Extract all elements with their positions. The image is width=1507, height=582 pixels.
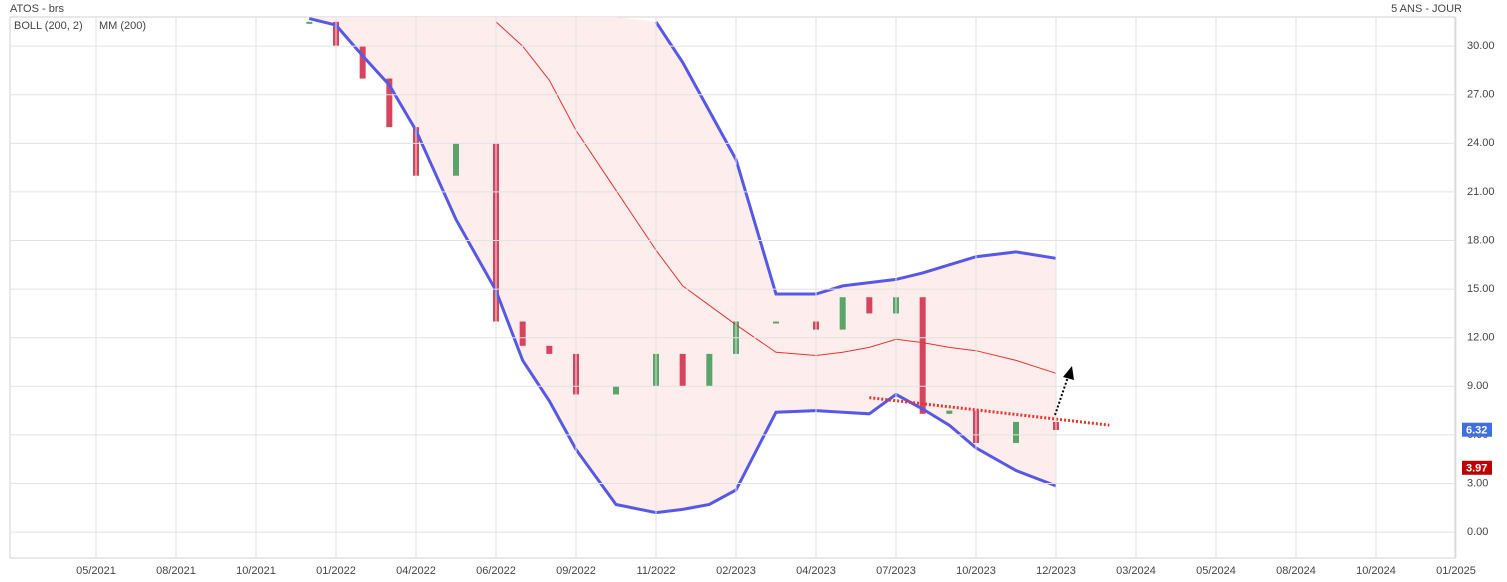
arrow <box>1054 373 1070 416</box>
x-tick-label: 07/2023 <box>876 565 916 577</box>
y-tick-label: 0.00 <box>1467 526 1488 538</box>
price-tag <box>1462 460 1492 475</box>
period-label: 5 ANS - JOUR <box>1391 3 1462 15</box>
candle <box>386 78 393 128</box>
candle <box>839 297 846 330</box>
x-tick-label: 08/2021 <box>156 565 196 577</box>
x-tick-label: 05/2021 <box>76 565 116 577</box>
y-tick-label: 3.00 <box>1467 477 1488 489</box>
y-tick-label: 9.00 <box>1467 380 1488 392</box>
candle <box>866 297 873 314</box>
x-tick-label: 12/2023 <box>1036 565 1076 577</box>
x-tick-label: 02/2023 <box>716 565 756 577</box>
y-tick-label: 18.00 <box>1467 234 1495 246</box>
candle <box>613 386 619 395</box>
candle <box>679 353 686 387</box>
chart-title: ATOS - brs <box>10 3 64 15</box>
x-tick-label: 11/2022 <box>637 565 676 577</box>
x-tick-label: 01/2025 <box>1436 565 1476 577</box>
x-tick-label: 01/2022 <box>316 565 356 577</box>
x-tick-label: 04/2022 <box>396 565 436 577</box>
arrow-head <box>1063 366 1074 380</box>
x-tick-label: 03/2024 <box>1116 565 1156 577</box>
candle <box>946 410 953 414</box>
price-tag <box>1462 422 1492 437</box>
x-tick-label: 10/2021 <box>236 565 276 577</box>
candle <box>919 297 926 414</box>
y-tick-label: 27.00 <box>1467 89 1495 101</box>
y-tick-label: 15.00 <box>1467 283 1495 295</box>
y-tick-label: 30.00 <box>1467 40 1495 52</box>
candle <box>519 321 526 346</box>
x-tick-label: 09/2022 <box>556 565 596 577</box>
x-tick-label: 08/2024 <box>1276 565 1316 577</box>
legend-entry: BOLL (200, 2) <box>14 20 83 32</box>
candle <box>706 353 713 387</box>
legend-entry: MM (200) <box>99 20 146 32</box>
x-tick-label: 06/2022 <box>476 565 516 577</box>
y-tick-label: 12.00 <box>1467 332 1495 344</box>
price-tag-label: 6.32 <box>1466 425 1487 437</box>
candle <box>359 46 366 79</box>
candle <box>453 143 459 176</box>
boll-upper <box>654 21 1057 296</box>
x-tick-label: 10/2023 <box>956 565 996 577</box>
price-tag-label: 3.97 <box>1466 463 1487 475</box>
candle <box>773 321 779 324</box>
candle <box>546 345 553 354</box>
candle <box>306 21 313 24</box>
x-tick-label: 10/2024 <box>1356 565 1396 577</box>
x-tick-label: 05/2024 <box>1196 565 1236 577</box>
trendline <box>869 396 1110 427</box>
candle <box>1013 421 1019 443</box>
y-tick-label: 24.00 <box>1467 137 1495 149</box>
x-tick-label: 04/2023 <box>796 565 836 577</box>
y-tick-label: 21.00 <box>1467 186 1495 198</box>
